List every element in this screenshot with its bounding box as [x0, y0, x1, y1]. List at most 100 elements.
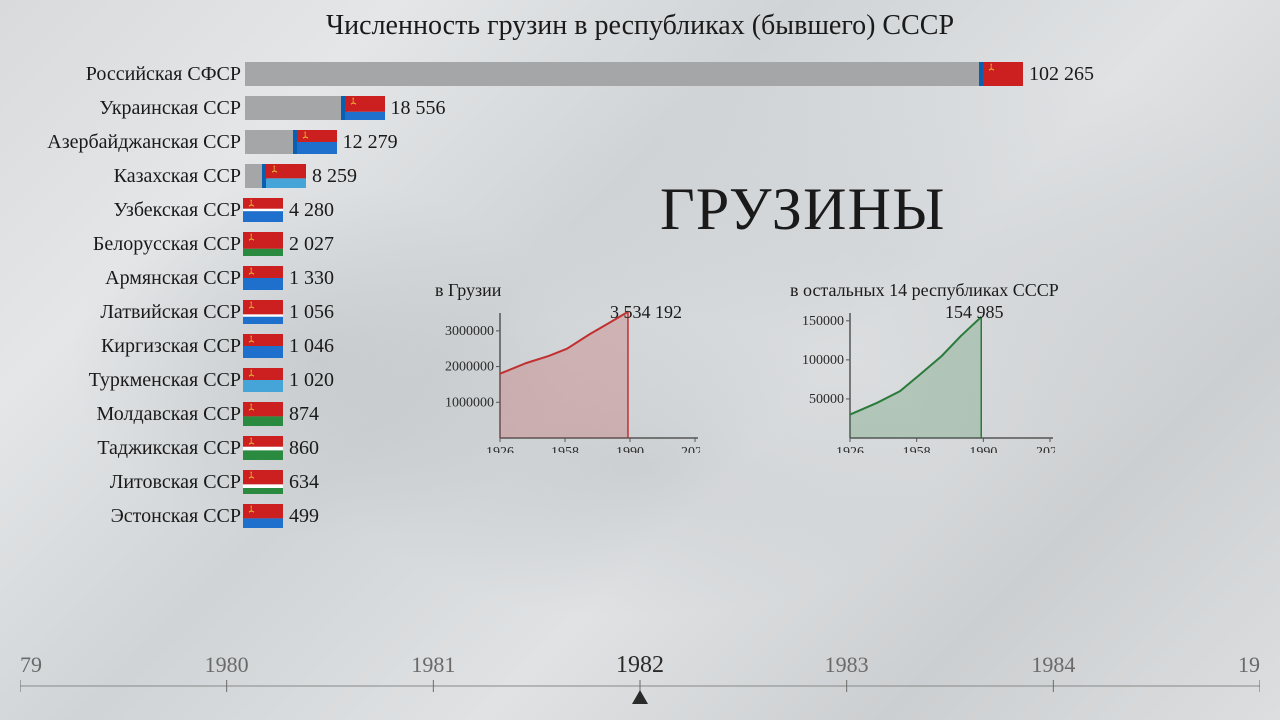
bar-track: 12 279 [245, 130, 398, 154]
bar-row: Узбекская ССР 4 280 [0, 194, 1280, 226]
flag-icon [243, 232, 283, 256]
bar-row: Российская СФСР 102 265 [0, 58, 1280, 90]
bar-track: 634 [245, 470, 319, 494]
svg-text:1983: 1983 [825, 652, 869, 677]
svg-text:1990: 1990 [969, 445, 997, 453]
bar-label: Литовская ССР [0, 471, 245, 494]
bar-label: Эстонская ССР [0, 505, 245, 528]
bar-label: Украинская ССР [0, 97, 245, 120]
bar-track: 1 020 [245, 368, 334, 392]
svg-text:1979: 1979 [20, 652, 42, 677]
svg-text:1958: 1958 [551, 445, 579, 453]
main-heading: ГРУЗИНЫ [660, 175, 946, 244]
flag-icon [243, 470, 283, 494]
mini-chart-georgia: в Грузии 3 534 192 1000000 2000000 3000000… [435, 280, 705, 470]
bar-value: 12 279 [343, 131, 398, 154]
bar-track: 1 330 [245, 266, 334, 290]
bar-value: 4 280 [289, 199, 334, 222]
bar-label: Российская СФСР [0, 63, 245, 86]
svg-text:150000: 150000 [802, 314, 844, 329]
bar-label: Казахская ССР [0, 165, 245, 188]
mini-chart-peak-label: 154 985 [945, 302, 1004, 323]
flag-icon [297, 130, 337, 154]
svg-text:1981: 1981 [411, 652, 455, 677]
timeline: 1979 1980 1981 1982 1983 1984 1985 [20, 646, 1260, 706]
bar-value: 1 020 [289, 369, 334, 392]
bar-row: Белорусская ССР 2 027 [0, 228, 1280, 260]
svg-text:50000: 50000 [809, 392, 844, 407]
flag-icon [243, 402, 283, 426]
svg-text:2000000: 2000000 [445, 360, 494, 375]
bar-value: 634 [289, 471, 319, 494]
flag-icon [243, 300, 283, 324]
bar-label: Белорусская ССР [0, 233, 245, 256]
svg-text:1982: 1982 [616, 652, 664, 678]
bar-row: Эстонская ССР 499 [0, 500, 1280, 532]
bar-value: 860 [289, 437, 319, 460]
flag-icon [243, 436, 283, 460]
svg-text:1990: 1990 [616, 445, 644, 453]
bar-label: Киргизская ССР [0, 335, 245, 358]
svg-text:2022: 2022 [1036, 445, 1055, 453]
flag-icon [983, 62, 1023, 86]
bar-value: 874 [289, 403, 319, 426]
flag-icon [243, 334, 283, 358]
bar-label: Армянская ССР [0, 267, 245, 290]
flag-icon [243, 368, 283, 392]
bar-segment-gray [245, 96, 341, 120]
svg-text:1984: 1984 [1031, 652, 1075, 677]
svg-text:1980: 1980 [205, 652, 249, 677]
bar-value: 1 330 [289, 267, 334, 290]
bar-track: 1 046 [245, 334, 334, 358]
bar-track: 499 [245, 504, 319, 528]
svg-text:1958: 1958 [903, 445, 931, 453]
mini-chart-peak-label: 3 534 192 [610, 302, 682, 323]
bar-label: Туркменская ССР [0, 369, 245, 392]
svg-text:1926: 1926 [486, 445, 514, 453]
bar-label: Латвийская ССР [0, 301, 245, 324]
flag-icon [243, 266, 283, 290]
bar-value: 18 556 [391, 97, 446, 120]
bar-row: Литовская ССР 634 [0, 466, 1280, 498]
chart-title: Численность грузин в республиках (бывшег… [0, 10, 1280, 42]
bar-value: 1 056 [289, 301, 334, 324]
svg-text:1985: 1985 [1238, 652, 1260, 677]
bar-track: 4 280 [245, 198, 334, 222]
flag-icon [243, 198, 283, 222]
svg-text:3000000: 3000000 [445, 324, 494, 339]
bar-label: Молдавская ССР [0, 403, 245, 426]
svg-text:1926: 1926 [836, 445, 864, 453]
mini-chart-svg: 1000000 2000000 3000000 1926 1958 1990 2022 [435, 303, 700, 453]
mini-chart-title: в Грузии [435, 280, 705, 301]
bar-row: Азербайджанская ССР 12 279 [0, 126, 1280, 158]
bar-label: Узбекская ССР [0, 199, 245, 222]
svg-text:100000: 100000 [802, 353, 844, 368]
bar-segment-gray [245, 164, 262, 188]
bar-segment-gray [245, 62, 979, 86]
bar-value: 8 259 [312, 165, 357, 188]
bar-label: Таджикская ССР [0, 437, 245, 460]
bar-row: Украинская ССР 18 556 [0, 92, 1280, 124]
bar-value: 1 046 [289, 335, 334, 358]
bar-track: 8 259 [245, 164, 357, 188]
bar-value: 102 265 [1029, 63, 1094, 86]
bar-track: 18 556 [245, 96, 446, 120]
bar-segment-gray [245, 130, 293, 154]
bar-row: Казахская ССР 8 259 [0, 160, 1280, 192]
flag-icon [243, 504, 283, 528]
mini-chart-other-republics: в остальных 14 республиках СССР 154 985 … [790, 280, 1060, 470]
bar-value: 499 [289, 505, 319, 528]
flag-icon [266, 164, 306, 188]
bar-label: Азербайджанская ССР [0, 131, 245, 154]
bar-track: 1 056 [245, 300, 334, 324]
bar-track: 2 027 [245, 232, 334, 256]
mini-chart-svg: 50000 100000 150000 1926 1958 1990 2022 [790, 303, 1055, 453]
flag-icon [345, 96, 385, 120]
bar-track: 860 [245, 436, 319, 460]
bar-track: 102 265 [245, 62, 1094, 86]
bar-value: 2 027 [289, 233, 334, 256]
mini-chart-title: в остальных 14 республиках СССР [790, 280, 1060, 301]
svg-text:2022: 2022 [681, 445, 700, 453]
bar-track: 874 [245, 402, 319, 426]
svg-text:1000000: 1000000 [445, 395, 494, 410]
